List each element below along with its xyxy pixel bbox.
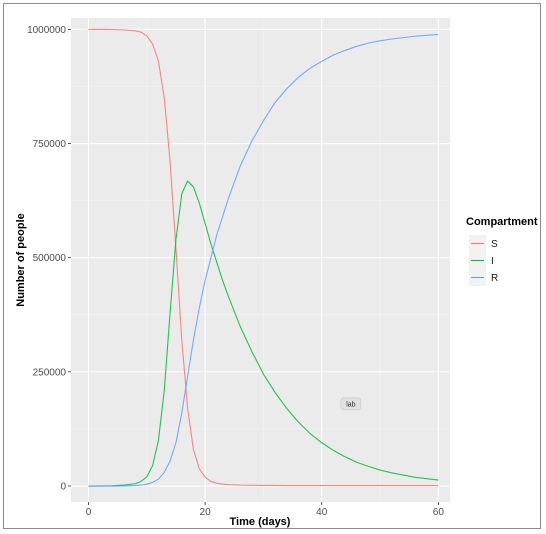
axis-ticks: [68, 29, 439, 505]
legend-title: Compartment: [466, 216, 538, 228]
minor-gridlines: [71, 18, 450, 502]
figure-frame: 0 20 40 60 0 250000 500000 750000 1000000 Time …: [3, 3, 541, 529]
legend-label-I: I: [491, 256, 494, 267]
y-tick-label: 500000: [33, 253, 67, 264]
y-tick-label: 750000: [33, 139, 67, 150]
annotation-text: lab: [346, 401, 355, 408]
x-tick-label: 40: [316, 507, 328, 518]
x-tick-labels: 0 20 40 60: [86, 507, 445, 518]
annotation-box: [340, 397, 362, 411]
x-tick-label: 0: [86, 507, 92, 518]
y-tick-labels: 0 250000 500000 750000 1000000: [27, 25, 66, 493]
legend-label-S: S: [491, 239, 498, 250]
sir-line-chart: 0 20 40 60 0 250000 500000 750000 1000000 Time …: [15, 18, 538, 528]
x-tick-label: 60: [433, 507, 445, 518]
series-line-S: [88, 28, 439, 487]
legend: Compartment SIR: [466, 216, 538, 286]
annotation-label: lab: [340, 397, 362, 411]
y-tick-label: 0: [60, 482, 66, 493]
x-tick-label: 20: [200, 507, 212, 518]
y-axis-title: Number of people: [15, 213, 27, 307]
series-lines: [88, 28, 439, 487]
series-line-I: [88, 180, 439, 487]
y-tick-label: 250000: [33, 367, 67, 378]
legend-label-R: R: [491, 273, 498, 284]
series-line-R: [88, 33, 439, 487]
x-axis-title: Time (days): [230, 516, 291, 528]
plot-panel: [71, 18, 450, 502]
y-tick-label: 1000000: [27, 25, 66, 36]
